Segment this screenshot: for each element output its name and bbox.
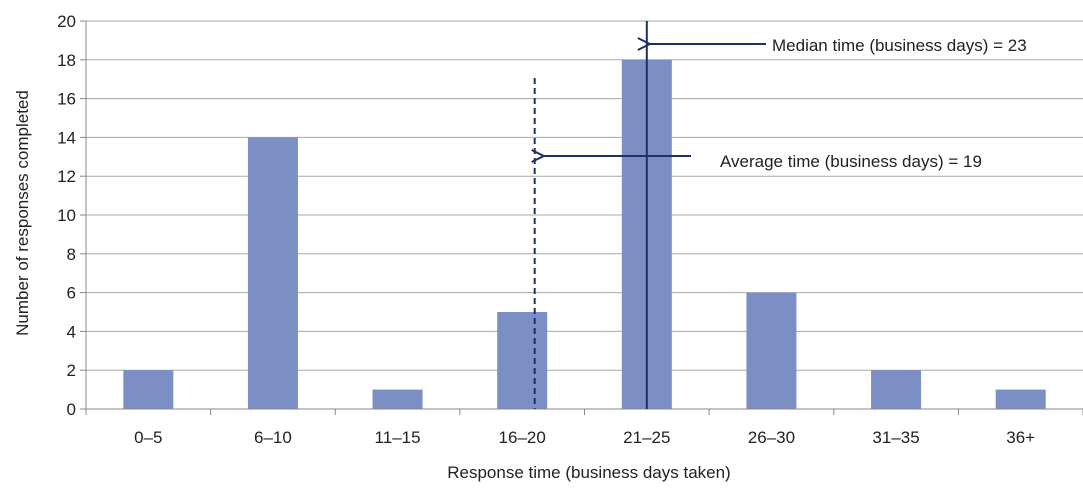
bars [123,59,1046,410]
bar [497,312,548,409]
average-annotation: Average time (business days) = 19 [720,152,982,171]
y-tick-label: 12 [57,167,76,186]
y-tick-label: 0 [67,400,76,419]
y-tick-label: 8 [67,245,76,264]
bar [746,292,797,409]
axes: 0 2 4 6 8 10 12 14 16 18 20 0–5 6–10 11–15 16–20 21–25 2… [57,12,1083,447]
bar [995,389,1046,409]
y-tick-label: 6 [67,284,76,303]
y-tick-label: 18 [57,51,76,70]
x-tick-label: 0–5 [134,428,162,447]
grid [86,20,1083,371]
y-axis-label: Number of responses completed [13,90,32,336]
x-tick-label: 6–10 [254,428,292,447]
reference-lines: Median time (business days) = 23 Average … [535,21,1027,409]
y-tick-label: 20 [57,12,76,31]
y-tick-label: 2 [67,361,76,380]
y-tick-label: 16 [57,90,76,109]
y-tick-label: 4 [67,322,76,341]
median-annotation: Median time (business days) = 23 [772,36,1027,55]
bar [372,389,423,409]
x-axis-label: Response time (business days taken) [447,463,730,482]
bar [123,370,174,409]
x-tick-label: 31–35 [872,428,919,447]
x-tick-label: 11–15 [375,428,421,447]
x-tick-label: 21–25 [623,428,670,447]
x-tick-label: 16–20 [499,428,546,447]
x-tick-label: 36+ [1006,428,1035,447]
bar [247,137,298,409]
x-tick-label: 26–30 [748,428,795,447]
y-tick-label: 14 [57,128,76,147]
y-tick-label: 10 [57,206,76,225]
bar [871,370,922,409]
